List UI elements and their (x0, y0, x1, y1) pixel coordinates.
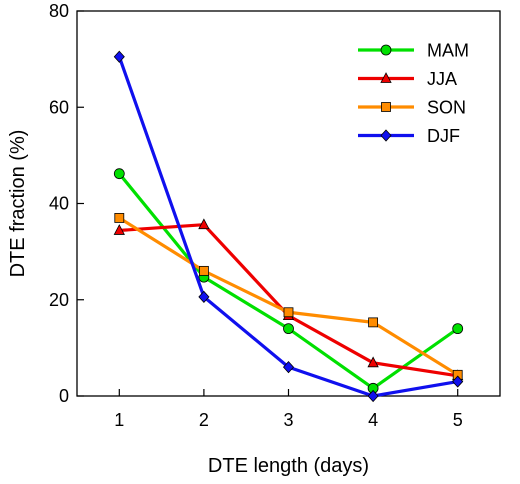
legend-swatch-marker (380, 129, 392, 142)
x-axis-label: DTE length (days) (208, 455, 369, 477)
legend-swatch-marker (380, 72, 392, 83)
series-djf (113, 50, 464, 403)
series-layer (113, 50, 464, 403)
series-line-son (118, 216, 459, 377)
data-point-djf (452, 375, 464, 388)
data-point-jja (198, 218, 210, 230)
y-tick-label: 80 (49, 1, 69, 21)
legend: MAM JJA SON DJF (358, 41, 469, 146)
y-axis-label: DTE fraction (%) (7, 130, 29, 278)
data-point-djf (367, 389, 379, 403)
y-tick-label: 0 (59, 386, 69, 406)
data-point-son (198, 265, 209, 276)
data-point-djf (198, 290, 210, 303)
data-point-son (368, 317, 379, 328)
y-tick-label: 40 (49, 194, 69, 214)
legend-item-jja: JJA (358, 69, 457, 89)
legend-label: SON (427, 98, 466, 118)
data-point-djf (282, 361, 295, 374)
data-point-mam (452, 323, 464, 335)
legend-swatch-marker (380, 44, 392, 56)
series-line-mam (118, 172, 459, 390)
legend-swatch-marker (381, 102, 391, 112)
x-tick-label: 3 (283, 410, 293, 430)
x-tick-label: 4 (368, 410, 378, 430)
legend-item-son: SON (358, 98, 466, 118)
series-jja (113, 218, 464, 381)
y-tick-label: 60 (49, 97, 69, 117)
data-point-jja (113, 224, 125, 235)
legend-label: MAM (427, 41, 469, 61)
legend-label: JJA (427, 69, 457, 89)
y-tick-label: 20 (49, 290, 69, 310)
x-tick-label: 1 (114, 410, 124, 430)
series-son (114, 213, 463, 380)
y-axis: 0 20 40 60 80 (49, 1, 84, 406)
data-point-mam (283, 323, 294, 335)
data-point-jja (367, 356, 379, 368)
legend-item-mam: MAM (358, 41, 469, 61)
data-point-son (283, 307, 294, 318)
data-point-son (114, 213, 125, 223)
data-point-mam (113, 168, 125, 180)
data-point-djf (113, 50, 125, 63)
x-tick-label: 5 (453, 410, 463, 430)
legend-label: DJF (427, 126, 460, 146)
x-tick-label: 2 (199, 410, 209, 430)
series-line-jja (119, 223, 458, 378)
series-mam (113, 168, 464, 394)
x-axis: 1 2 3 4 5 (114, 389, 463, 430)
legend-item-djf: DJF (358, 126, 460, 146)
